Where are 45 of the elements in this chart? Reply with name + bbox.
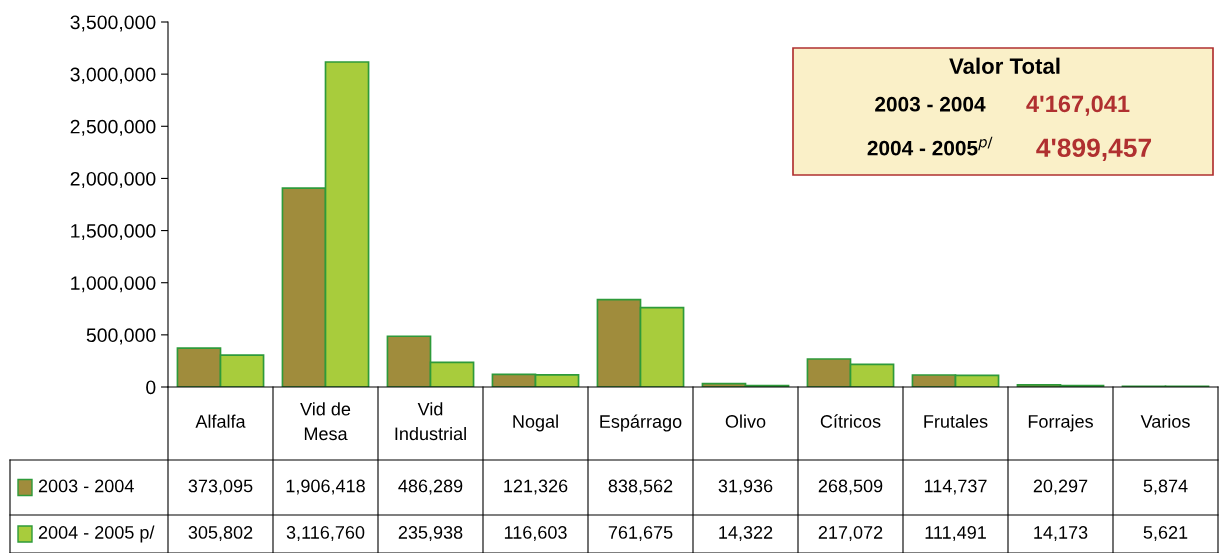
y-tick-label: 2,500,000 xyxy=(70,119,156,136)
legend-label: 2004 - 2005 p/ xyxy=(38,525,155,543)
x-tick-label: Cítricos xyxy=(820,414,881,428)
x-tick-label: Alfalfa xyxy=(195,414,246,428)
data-label: 5,621 xyxy=(1143,526,1188,541)
x-tick-label: Nogal xyxy=(513,414,558,432)
data-label: 20,297 xyxy=(1033,479,1088,495)
y-tick-label: 1,000,000 xyxy=(71,276,156,293)
data-label: 1,906,418 xyxy=(286,479,365,495)
y-tick-label: 3,500,000 xyxy=(70,15,156,32)
data-label: 121,326 xyxy=(504,479,568,495)
data-label: 14,322 xyxy=(719,526,773,541)
data-label: 14,173 xyxy=(1034,526,1088,541)
x-tick-label: Espárrago xyxy=(600,414,682,432)
annotation: 4'167,041 xyxy=(1026,95,1130,116)
data-label: 305,802 xyxy=(188,526,253,541)
x-tick-label: Frutales xyxy=(924,414,988,428)
data-label: 3,116,760 xyxy=(286,526,365,541)
data-label: 111,491 xyxy=(925,526,986,541)
x-tick-label: Forrajes xyxy=(1028,414,1093,432)
annotation: 2003 - 2004 xyxy=(875,96,986,112)
y-tick-label: 2,000,000 xyxy=(70,171,156,188)
data-label: 5,874 xyxy=(1143,479,1188,495)
data-label: 268,509 xyxy=(818,479,883,495)
annotation: Valor Total xyxy=(949,57,1060,74)
x-tick-label: Olivo xyxy=(725,414,766,428)
data-label: 31,936 xyxy=(718,479,773,495)
data-label: 116,603 xyxy=(504,526,567,541)
data-label: 838,562 xyxy=(608,479,673,495)
data-label: 486,289 xyxy=(398,479,463,495)
annotation: 2004 - 2005$^{p/}$ xyxy=(867,136,993,156)
y-tick-label: 500,000 xyxy=(86,328,156,345)
y-tick-label: 3,000,000 xyxy=(70,67,156,84)
data-label: 761,675 xyxy=(608,526,673,541)
y-tick-label: 1,500,000 xyxy=(71,224,156,241)
x-tick-label: Vid Industrial xyxy=(395,402,466,441)
x-tick-label: Varios xyxy=(1140,414,1190,428)
data-label: 373,095 xyxy=(188,479,253,495)
data-label: 114,737 xyxy=(924,479,987,495)
data-label: 217,072 xyxy=(818,526,883,541)
data-label: 235,938 xyxy=(398,526,463,541)
y-tick-label: 0 xyxy=(146,380,156,395)
annotation: 4'899,457 xyxy=(1036,138,1152,161)
x-tick-label: Vid de Mesa xyxy=(300,402,351,441)
legend-label: 2003 - 2004 xyxy=(38,479,134,493)
